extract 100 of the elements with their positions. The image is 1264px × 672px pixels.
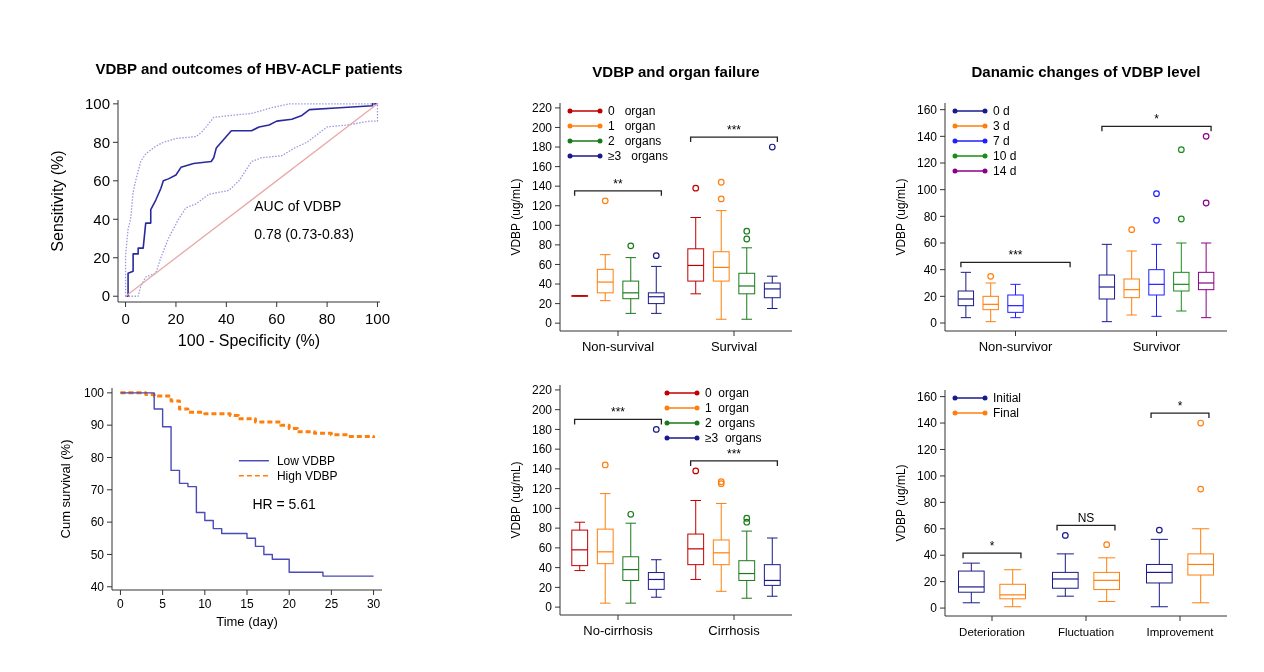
y-axis-title: VDBP (ug/mL) [894,464,908,542]
y-axis-title: VDBP (ug/mL) [894,178,908,256]
x-tick-label: Deterioration [959,626,1025,638]
annotation: AUC of VDBP [254,198,342,215]
annotation: * [1154,112,1160,127]
y-axis-title: Sensitivity (%) [49,150,66,252]
y-tick-label: 120 [916,442,938,457]
legend-label: 0 d [993,104,1010,119]
chart-title: Danamic changes of VDBP level [971,63,1201,80]
legend-label: 1 organ [705,401,750,416]
y-tick-label: 40 [93,210,110,228]
y-tick-label: 90 [90,418,105,433]
y-tick-label: 80 [923,209,938,224]
x-tick-label: Improvement [1146,626,1215,638]
x-tick-label: Non-survivor [978,339,1054,354]
legend-label: 0 organ [608,104,656,119]
y-tick-label: 200 [531,402,553,417]
legend-label: Initial [993,391,1022,406]
annotation: * [1177,399,1183,414]
x-tick-label: 5 [159,597,167,611]
y-tick-label: 60 [923,521,938,536]
y-tick-label: 100 [916,469,938,484]
y-tick-label: 60 [538,541,553,556]
y-tick-label: 40 [90,579,105,594]
x-tick-label: 20 [282,597,297,611]
y-tick-label: 140 [916,416,938,431]
x-tick-label: 80 [318,310,336,327]
y-axis-title: VDBP (ug/mL) [509,461,523,539]
legend-label: 3 d [993,119,1010,134]
y-tick-label: 80 [90,450,105,465]
legend-label: 2 organs [608,134,662,149]
x-tick-label: Non-survival [581,339,655,354]
y-tick-label: 220 [531,101,553,116]
legend-label: ≥3 organs [608,149,668,164]
y-tick-label: 0 [101,287,110,305]
y-tick-label: 80 [538,238,553,253]
y-tick-label: 120 [531,198,553,213]
y-tick-label: 160 [531,442,553,457]
annotation: NS [1077,511,1095,526]
y-tick-label: 220 [531,383,553,398]
x-tick-label: Fluctuation [1057,626,1115,638]
y-tick-label: 60 [923,236,938,251]
legend-label: 2 organs [705,416,756,431]
y-tick-label: 140 [531,462,553,477]
x-tick-label: Survivor [1132,339,1181,354]
y-tick-label: 180 [531,422,553,437]
x-axis-title: Time (day) [216,614,278,629]
annotation: * [989,539,995,554]
y-tick-label: 20 [923,574,938,589]
y-tick-label: 160 [916,389,938,404]
x-axis-title: 100 - Specificity (%) [177,332,321,349]
x-tick-label: 20 [167,310,185,327]
y-axis-title: Cum survival (%) [58,439,73,539]
annotation: *** [1008,248,1023,263]
annotation: *** [610,405,626,420]
y-tick-label: 40 [538,560,553,575]
y-tick-label: 80 [538,521,553,536]
x-tick-label: 100 [364,310,390,327]
x-tick-label: 15 [240,597,254,611]
legend-label: Final [993,406,1020,421]
legend-label: 1 organ [608,119,656,134]
y-tick-label: 180 [531,140,553,155]
annotation: *** [726,123,742,138]
y-tick-label: 120 [916,156,938,171]
y-tick-label: 20 [923,289,938,304]
x-tick-label: 60 [268,310,286,327]
x-tick-label: 25 [324,597,339,611]
legend-label: ≥3 organs [705,431,762,446]
y-tick-label: 40 [923,262,938,277]
annotation: ** [613,176,623,191]
y-tick-label: 120 [531,481,553,496]
y-tick-label: 70 [90,483,105,498]
y-tick-label: 20 [538,296,553,311]
y-tick-label: 40 [923,548,938,563]
chart-title: VDBP and organ failure [592,63,760,80]
x-tick-label: 40 [217,310,235,327]
annotation: HR = 5.61 [252,496,317,513]
x-tick-label: Cirrhosis [708,623,761,638]
legend-label: 7 d [993,134,1010,149]
legend-label: 10 d [993,149,1017,164]
y-tick-label: 60 [93,172,110,190]
chart-title: VDBP and outcomes of HBV-ACLF patients [95,60,403,77]
y-tick-label: 100 [531,218,553,233]
y-tick-label: 40 [538,277,553,292]
legend-label: 14 d [993,164,1017,179]
y-tick-label: 160 [531,159,553,174]
x-tick-label: 30 [366,597,381,611]
legend-label: High VDBP [276,468,338,483]
annotation: 0.78 (0.73-0.83) [254,226,354,243]
y-tick-label: 200 [531,120,553,135]
y-tick-label: 20 [538,580,553,595]
y-tick-label: 160 [916,102,938,117]
y-tick-label: 80 [93,133,110,151]
annotation: *** [726,446,742,461]
legend-label: 0 organ [705,386,750,401]
y-tick-label: 100 [84,95,110,113]
x-tick-label: Survival [710,339,758,354]
x-tick-label: 10 [198,597,212,611]
y-axis-title: VDBP (ug/mL) [509,178,523,256]
y-tick-label: 140 [916,129,938,144]
